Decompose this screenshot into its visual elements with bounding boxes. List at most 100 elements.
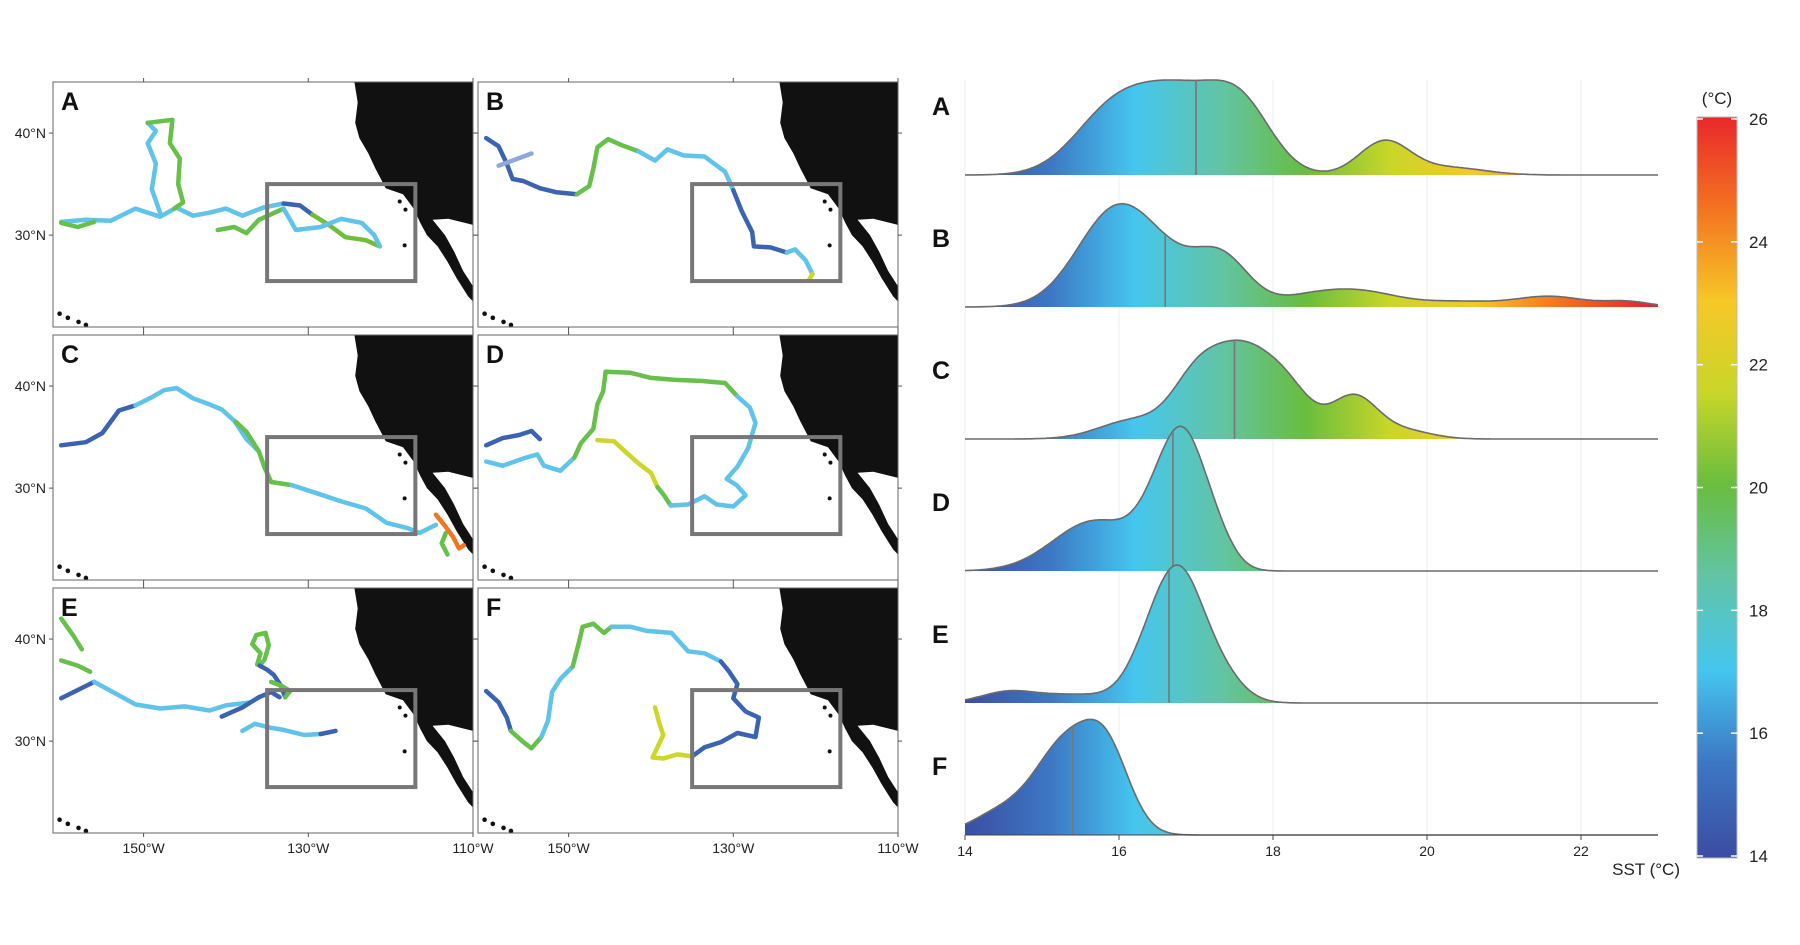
colorbar-tick-label: 18: [1749, 601, 1768, 620]
island-marker: [403, 460, 408, 465]
ridge-density-outline: [964, 425, 1658, 572]
shark-track-segment: [650, 705, 695, 761]
hawaiian-island-marker: [508, 575, 514, 580]
study-area-box: [265, 688, 418, 790]
island-marker: [827, 496, 832, 501]
study-area-box: [690, 182, 843, 284]
island-marker: [402, 243, 407, 248]
ridge-row-label: F: [932, 753, 947, 781]
shark-track-segment: [668, 494, 736, 509]
map-panel-label: D: [486, 341, 504, 369]
colorbar-tick-label: 20: [1749, 479, 1768, 498]
island-marker: [828, 207, 833, 212]
hawaiian-island-marker: [501, 319, 506, 325]
hawaiian-island-marker: [508, 828, 514, 833]
longitude-label: 150°W: [548, 840, 591, 856]
ridge-row-label: C: [932, 357, 950, 385]
gulf-of-california: [432, 471, 473, 540]
shark-track-segment: [539, 664, 575, 740]
island-marker: [402, 496, 407, 501]
shark-track-segment: [572, 369, 740, 460]
shark-track-segment: [483, 428, 543, 448]
map-border: [52, 81, 474, 328]
island-marker: [827, 749, 832, 754]
shark-track-segment: [806, 271, 815, 283]
map-border: [52, 334, 474, 581]
hawaiian-island-marker: [57, 311, 62, 317]
island-marker: [397, 452, 402, 457]
shark-track-segment: [724, 394, 758, 509]
latitude-label: 40°N: [15, 125, 46, 141]
map-panel-label: F: [486, 594, 501, 622]
ridge-density-outline: [964, 564, 1658, 704]
island-marker: [403, 713, 408, 718]
map-panel-b: B: [474, 78, 902, 331]
colorbar-tick-label: 22: [1749, 356, 1768, 375]
x-axis-label: SST (°C): [1612, 860, 1680, 879]
colorbar-tick-label: 14: [1749, 847, 1768, 866]
ridge-density-fill: [965, 565, 1658, 703]
hawaiian-island-marker: [83, 828, 89, 833]
map-panel-f: F 150°W 130°W 110°W: [474, 584, 919, 856]
x-tick-label: 18: [1265, 843, 1281, 859]
ridge-row-label: D: [932, 489, 950, 517]
shark-track-segment: [574, 136, 641, 197]
map-border: [477, 334, 899, 581]
shark-track-segment: [439, 530, 450, 557]
hawaiian-island-marker: [65, 315, 71, 321]
shark-track-segment: [250, 630, 272, 668]
hawaiian-island-marker: [490, 821, 496, 827]
island-marker: [397, 705, 402, 710]
shark-track-segment: [233, 419, 295, 488]
hawaiian-island-marker: [76, 572, 81, 578]
shark-track-segment: [496, 151, 534, 168]
longitude-label: 130°W: [287, 840, 330, 856]
shark-track-segment: [145, 120, 163, 215]
longitude-label: 130°W: [712, 840, 755, 856]
island-marker: [402, 749, 407, 754]
study-area-box: [690, 435, 843, 537]
x-tick-label: 20: [1419, 843, 1435, 859]
map-panel-c: C 40°N 30°N: [15, 331, 477, 584]
shark-track-segment: [689, 659, 762, 759]
shark-track-segment: [570, 621, 614, 669]
hawaiian-island-marker: [65, 821, 71, 827]
ridge-row-b: B: [932, 202, 1659, 308]
gulf-of-california: [857, 218, 898, 287]
ridge-density-fill: [965, 340, 1658, 439]
hawaiian-island-marker: [508, 322, 514, 327]
x-tick-label: 22: [1573, 843, 1589, 859]
shark-track-segment: [508, 728, 544, 751]
ridge-row-label: A: [932, 93, 950, 121]
longitude-label: 110°W: [452, 840, 494, 856]
track-maps: A 40°N 30°N B C 40°N 30°N D E 40°N 30°N 150°W 130°W 1…: [15, 78, 919, 856]
colorbar-unit: (°C): [1702, 89, 1732, 108]
study-area-box: [265, 182, 418, 284]
shark-track-segment: [318, 728, 338, 737]
study-area-box: [265, 435, 418, 537]
hawaiian-island-marker: [490, 568, 496, 574]
shark-track-segment: [433, 512, 467, 551]
map-panel-d: D: [474, 331, 902, 584]
study-area-box: [690, 688, 843, 790]
shark-track-segment: [289, 482, 439, 536]
hawaiian-island-marker: [501, 825, 506, 831]
shark-track-segment: [58, 679, 97, 701]
map-border: [477, 81, 899, 328]
hawaiian-island-marker: [76, 319, 81, 325]
shark-track-segment: [133, 385, 262, 454]
ridge-density-fill: [965, 426, 1658, 571]
ridge-row-a: A: [932, 79, 1658, 176]
ridge-density-outline: [964, 202, 1659, 308]
ridge-row-label: E: [932, 621, 949, 649]
hawaiian-island-marker: [501, 572, 506, 578]
ridge-row-d: D: [932, 425, 1658, 572]
shark-track-segment: [655, 484, 673, 508]
shark-track-segment: [58, 403, 138, 448]
ridge-row-c: C: [932, 339, 1658, 440]
shark-track-segment: [609, 624, 724, 664]
island-marker: [828, 713, 833, 718]
island-marker: [403, 207, 408, 212]
hawaiian-island-marker: [83, 322, 89, 327]
